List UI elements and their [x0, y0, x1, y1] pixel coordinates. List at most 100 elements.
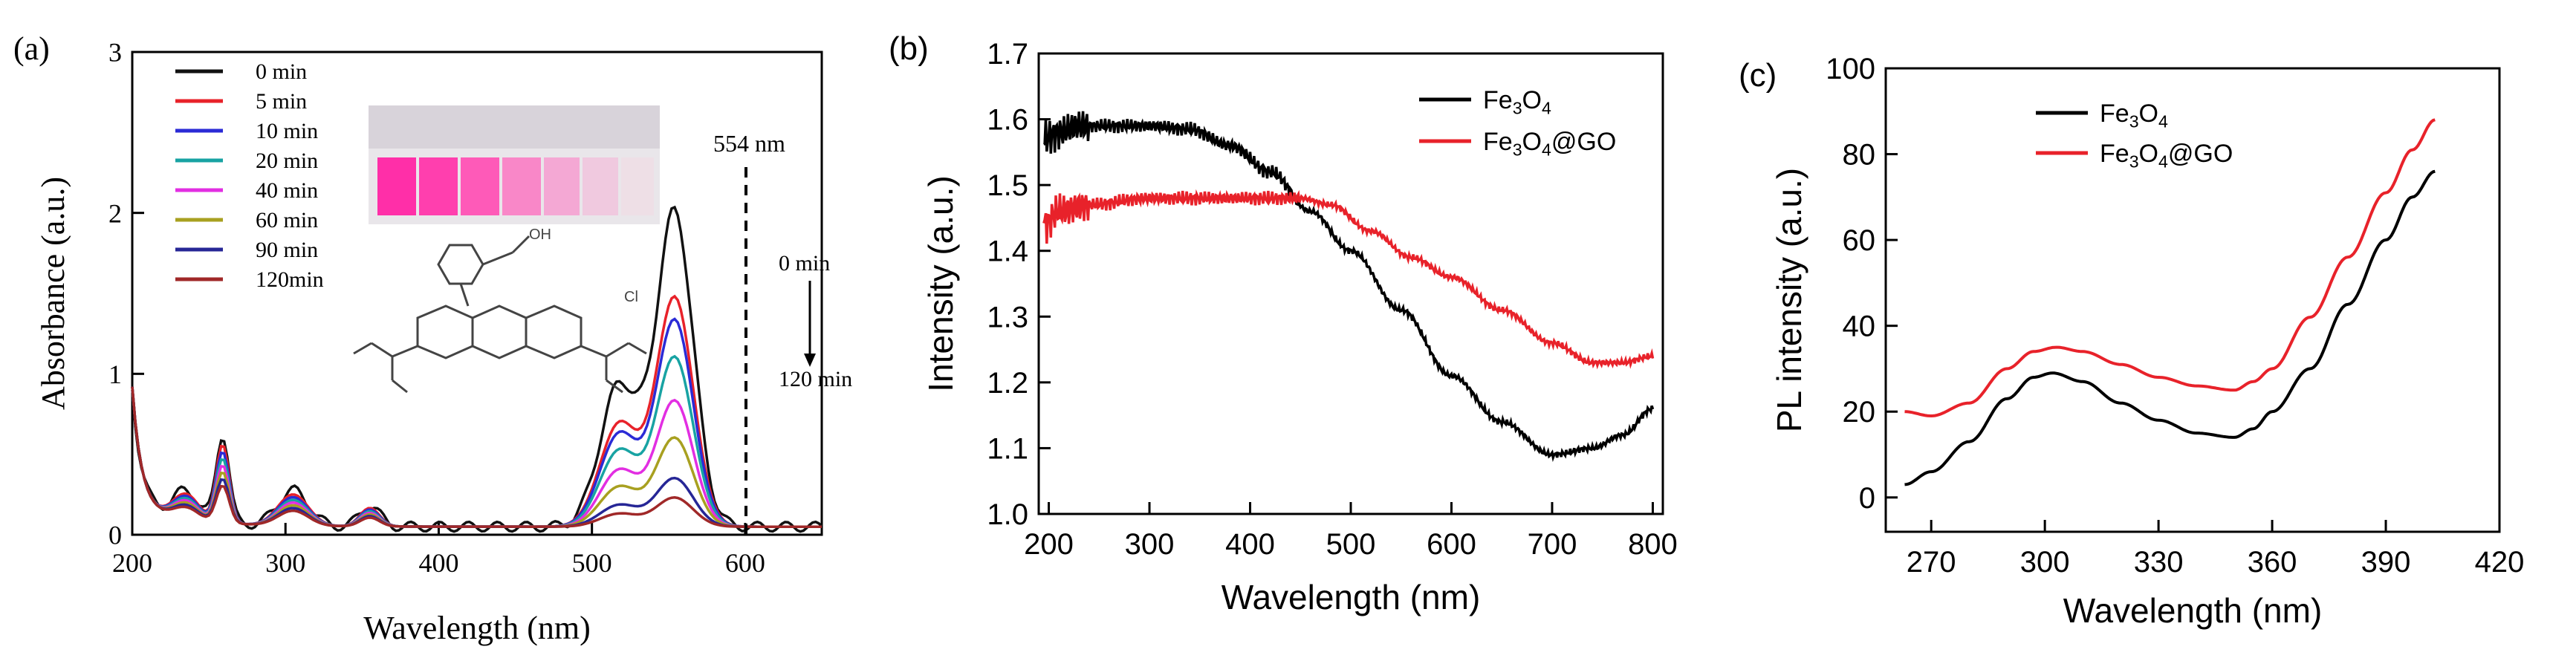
central-bond [459, 283, 470, 307]
time-start-label: 0 min [779, 251, 830, 276]
legend-entry-part: 4 [1542, 98, 1551, 117]
vial-6 [583, 157, 618, 215]
legend-entry: 90 min [256, 238, 318, 262]
legend-entry: 0 min [256, 59, 307, 84]
vial-1 [377, 157, 416, 215]
vial-5 [544, 157, 580, 215]
peak-label: 554 nm [713, 130, 785, 157]
panel-a-legend: 0 min 5 min 10 min 20 min 40 min 60 min 90 min… [175, 59, 324, 292]
legend-entry: Fe3O4 [2100, 100, 2168, 131]
panel-b: (b) 1.0 1.1 1.2 1.3 1.4 1.5 1.6 1.7 200 300 400 50… [889, 30, 1678, 616]
legend-entry: 60 min [256, 208, 318, 232]
xanthene-center-ring [471, 305, 528, 359]
y-tick-label: 1 [108, 359, 122, 389]
x-tick-label: 360 [2248, 546, 2297, 579]
vial-caps [369, 105, 660, 149]
legend-entry-part: @GO [2168, 140, 2233, 168]
carboxyl-bond [482, 251, 513, 266]
benzene-ring [437, 244, 484, 285]
vial-4 [502, 157, 541, 215]
legend-entry-part: 4 [1542, 140, 1551, 159]
legend-entry-part: O [2139, 100, 2158, 128]
series-line [1042, 189, 1655, 370]
time-end-label: 120 min [779, 367, 852, 391]
x-tick-label: 600 [725, 548, 765, 578]
panel-a-series [131, 205, 823, 533]
y-tick-label: 100 [1826, 53, 1875, 85]
legend-entry: Fe3O4@GO [2100, 140, 2233, 171]
legend-entry-part: 3 [2129, 152, 2139, 171]
y-tick-label: 1.2 [987, 367, 1028, 400]
panel-c-series [1904, 118, 2436, 486]
x-tick-label: 330 [2134, 546, 2184, 579]
y-tick-label: 40 [1843, 310, 1876, 343]
left-amine-bond [392, 345, 418, 358]
legend-entry: Fe3O4@GO [1483, 128, 1616, 159]
legend-entry-part: Fe [2100, 140, 2129, 168]
legend-entry-part: 4 [2158, 152, 2168, 171]
legend-entry-part: 3 [2129, 111, 2139, 131]
legend-entry-part: O [1522, 86, 1542, 114]
x-tick-label: 300 [265, 548, 305, 578]
series-line [131, 294, 822, 528]
panel-c-y-axis-label: PL intensity (a.u.) [1770, 168, 1808, 432]
right-amine-bond [580, 345, 607, 358]
y-tick-label: 20 [1843, 396, 1876, 429]
legend-entry: 120min [256, 267, 324, 292]
panel-b-y-ticks: 1.0 1.1 1.2 1.3 1.4 1.5 1.6 1.7 [987, 38, 1051, 531]
panel-a-x-ticks: 200 300 400 500 600 [112, 523, 765, 578]
series-line [131, 205, 823, 533]
carboxyl-oh-label: OH [529, 227, 551, 243]
rhodamine-structure [353, 235, 647, 394]
panel-a-x-axis-label: Wavelength (nm) [363, 610, 591, 646]
panel-a-y-ticks: 0 1 2 3 [108, 38, 144, 550]
y-tick-label: 1.7 [987, 38, 1028, 71]
legend-entry-part: @GO [1551, 128, 1616, 156]
x-tick-label: 200 [112, 548, 152, 578]
xanthene-right-ring [525, 305, 583, 359]
right-ethyl-2b [606, 379, 623, 394]
panel-c-label: (c) [1739, 57, 1777, 94]
legend-entry: 20 min [256, 149, 318, 173]
time-arrow-head [804, 354, 816, 367]
legend-entry: Fe3O4 [1483, 86, 1551, 117]
x-tick-label: 270 [1907, 546, 1956, 579]
x-tick-label: 600 [1427, 528, 1476, 561]
vial-7 [621, 157, 654, 215]
counter-ion-label: Cl [624, 289, 638, 305]
y-tick-label: 1.0 [987, 498, 1028, 531]
left-ethyl-1b [353, 342, 372, 355]
right-ethyl-1b [628, 342, 647, 355]
series-line [1042, 111, 1655, 463]
legend-entry-part: 3 [1513, 140, 1522, 159]
vial-3 [461, 157, 499, 215]
x-tick-label: 300 [1125, 528, 1175, 561]
panel-c-x-ticks: 270 300 330 360 390 420 [1907, 520, 2524, 579]
legend-entry-part: 4 [2158, 111, 2168, 131]
series-line [131, 354, 822, 528]
panel-a-plot-frame [131, 51, 823, 536]
vial-photo [369, 105, 660, 224]
panel-c-x-axis-label: Wavelength (nm) [2063, 591, 2323, 630]
y-tick-label: 1.4 [987, 235, 1028, 268]
series-line [131, 386, 822, 528]
x-tick-label: 800 [1628, 528, 1678, 561]
y-tick-label: 1.6 [987, 104, 1028, 137]
y-tick-label: 0 [1859, 482, 1875, 515]
x-tick-label: 200 [1024, 528, 1074, 561]
panel-b-x-axis-label: Wavelength (nm) [1222, 578, 1481, 616]
panel-b-y-axis-label: Intensity (a.u.) [921, 175, 960, 391]
panel-a-label: (a) [13, 30, 50, 67]
legend-entry-part: Fe [1483, 86, 1513, 114]
legend-entry: 5 min [256, 89, 307, 114]
y-tick-label: 3 [108, 38, 122, 68]
legend-entry-part: O [1522, 128, 1542, 156]
right-ethyl-1 [606, 342, 629, 358]
legend-entry-part: O [2139, 140, 2158, 168]
left-ethyl-2b [392, 379, 408, 394]
y-tick-label: 1.3 [987, 301, 1028, 333]
